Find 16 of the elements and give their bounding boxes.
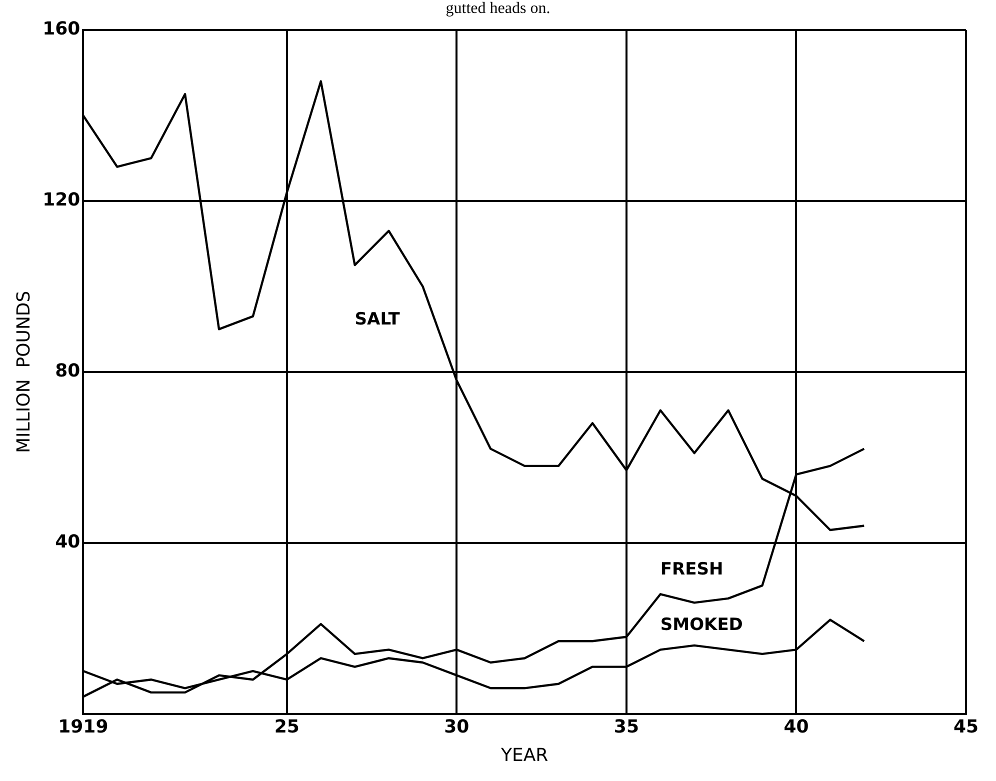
series-label: FRESH [660,560,724,580]
x-tick-label: 30 [444,716,470,738]
x-tick-label: 1919 [58,716,108,738]
x-tick-label: 35 [614,716,639,738]
series-label: SALT [354,309,400,330]
x-tick-label: 40 [784,716,809,738]
series-label: SMOKED [660,615,743,636]
text: gutted heads on. [444,0,552,18]
x-axis-title: YEAR [500,744,548,766]
x-tick-label: 45 [953,716,979,738]
y-tick-label: 120 [42,190,80,211]
x-tick-label: 25 [274,716,300,738]
y-axis-title: MILLION POUNDS [13,290,34,454]
y-tick-label: 80 [55,360,80,382]
y-tick-label: 40 [55,532,80,553]
y-tick-label: 160 [42,18,80,40]
